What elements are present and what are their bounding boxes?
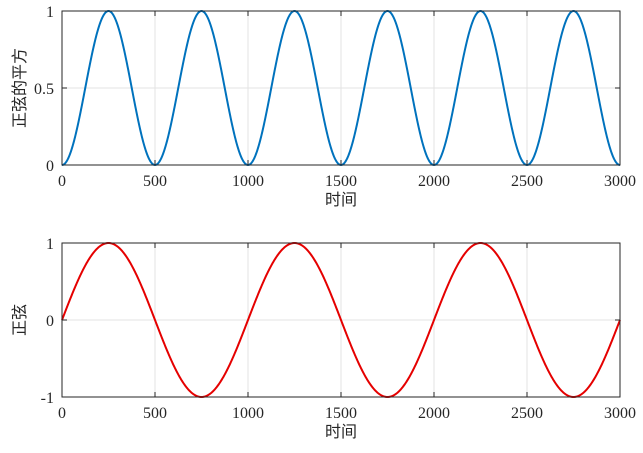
x-tick-label: 2500 [511, 405, 543, 422]
series-line [61, 242, 621, 398]
x-tick-label: 1500 [325, 405, 357, 422]
x-tick-label: 1000 [232, 405, 264, 422]
y-tick-label: 0 [46, 158, 54, 175]
x-tick-label: 500 [143, 405, 167, 422]
x-tick-label: 500 [143, 173, 167, 190]
top-chart: 0 500 1000 1500 2000 2500 3000 0 0.5 1 时间 正弦的平方 [10, 4, 636, 209]
y-tick-label: 1 [46, 4, 54, 21]
x-tick-label: 0 [58, 405, 66, 422]
x-tick-label: 3000 [604, 173, 636, 190]
x-axis-label: 时间 [325, 422, 357, 441]
x-axis-label: 时间 [325, 190, 357, 209]
y-axis-label: 正弦 [10, 304, 29, 336]
y-tick-label: -1 [41, 390, 54, 407]
x-tick-label: 2000 [418, 173, 450, 190]
x-tick-label: 2500 [511, 173, 543, 190]
x-tick-label: 0 [58, 173, 66, 190]
y-tick-label: 0 [46, 313, 54, 330]
x-tick-label: 2000 [418, 405, 450, 422]
y-axis-label: 正弦的平方 [10, 48, 29, 128]
x-tick-label: 1000 [232, 173, 264, 190]
y-tick-label: 1 [46, 236, 54, 253]
x-tick-label: 1500 [325, 173, 357, 190]
y-tick-label: 0.5 [34, 81, 54, 98]
x-tick-label: 3000 [604, 405, 636, 422]
